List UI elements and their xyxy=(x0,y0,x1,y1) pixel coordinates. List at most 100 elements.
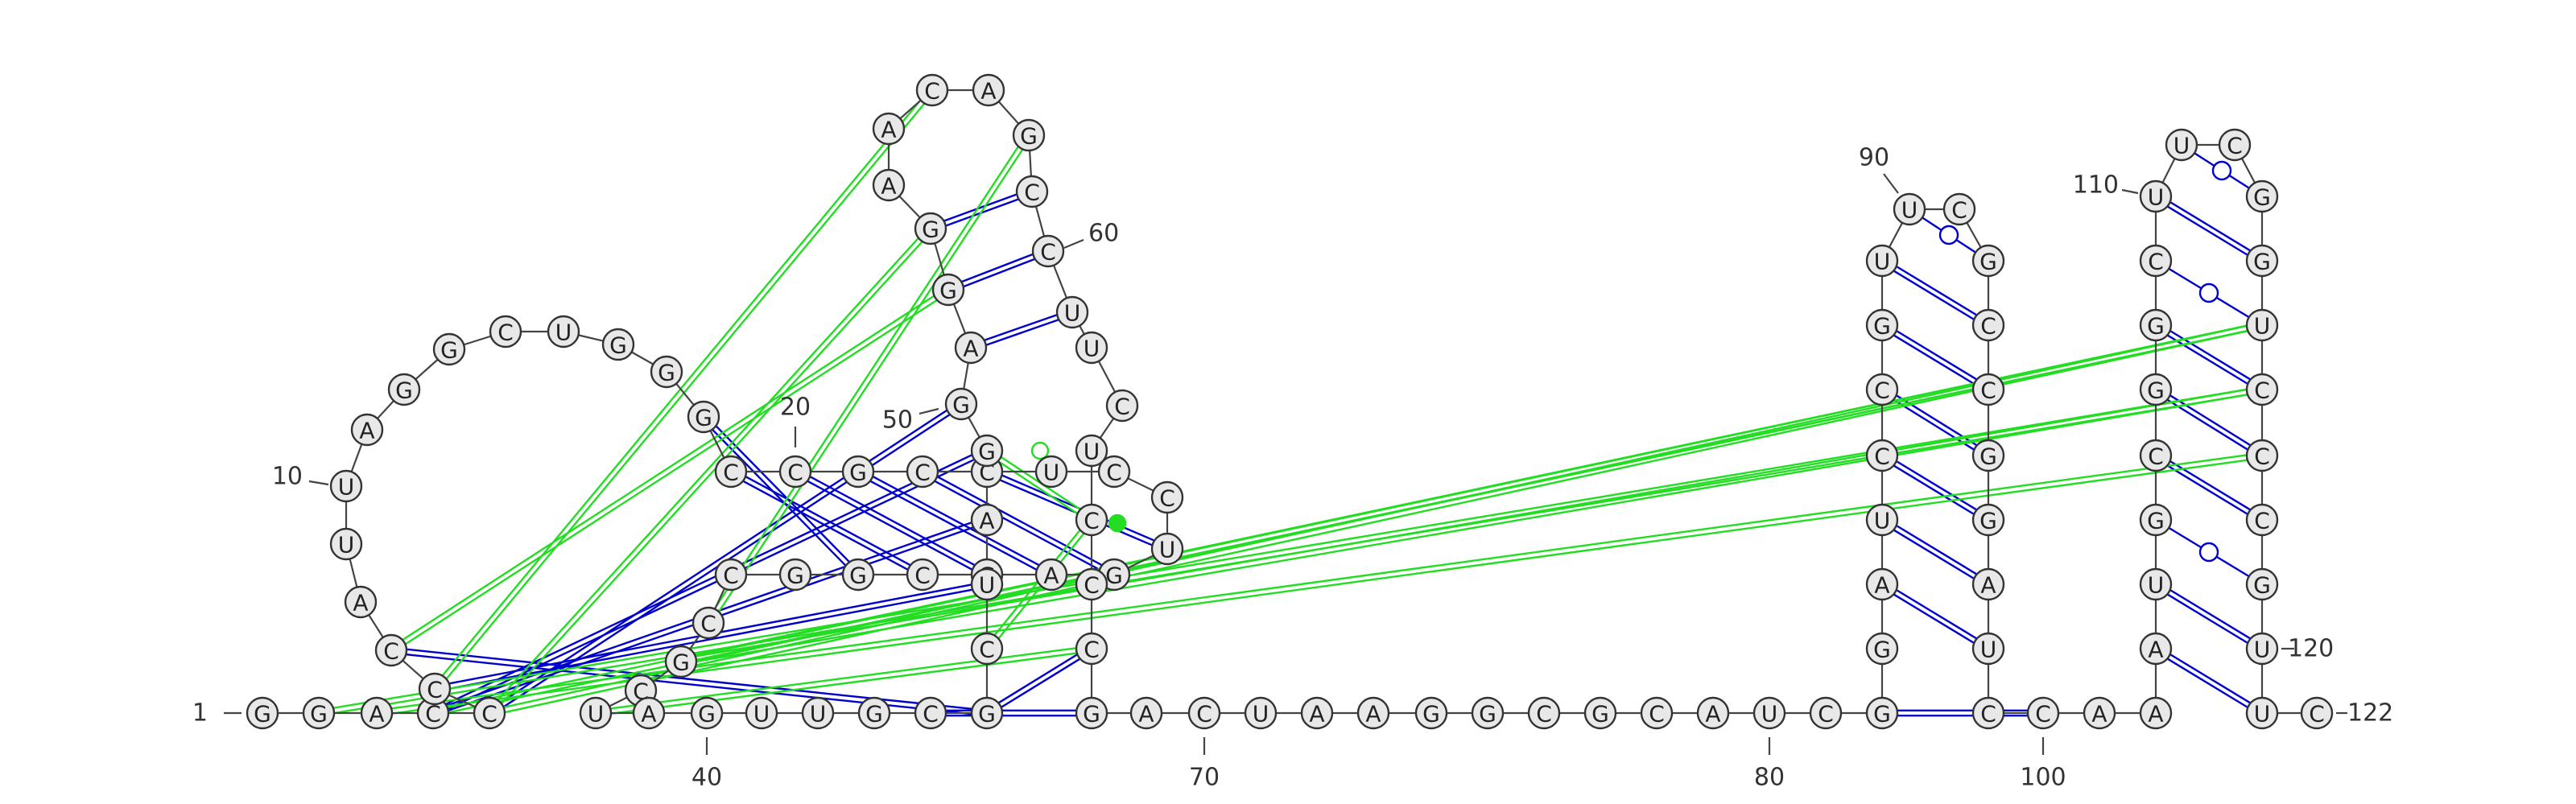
nucleotide: A xyxy=(1358,698,1389,728)
nucleotide: A xyxy=(2084,698,2115,728)
nucleotide-base-label: U xyxy=(979,572,996,599)
position-number-label: 90 xyxy=(1859,144,1898,194)
nucleotide: A xyxy=(1036,559,1067,590)
nucleotide: U xyxy=(746,698,777,728)
nucleotide: C xyxy=(1076,633,1107,664)
nucleotide: C xyxy=(1076,505,1107,535)
nucleotide-base-label: G xyxy=(1979,249,1997,275)
nucleotide-base-label: U xyxy=(2148,572,2165,599)
base-pair-canonical xyxy=(962,254,1035,287)
nucleotide-base-label: U xyxy=(1901,197,1918,224)
nucleotide-base-label: U xyxy=(1043,460,1060,486)
base-pair-layer xyxy=(333,101,2250,716)
nucleotide: G xyxy=(2140,310,2171,340)
nucleotide-base-label: G xyxy=(849,563,867,589)
nucleotide: G xyxy=(434,334,464,365)
nucleotide-base-label: C xyxy=(2227,133,2243,159)
position-number-label: 70 xyxy=(1189,737,1220,792)
nucleotide: A xyxy=(1867,569,1897,600)
nucleotide: A xyxy=(361,698,392,728)
nucleotide: G xyxy=(1867,633,1897,664)
nucleotide: A xyxy=(352,414,382,445)
nucleotide: C xyxy=(907,559,938,590)
base-pair-tertiary xyxy=(391,455,2247,713)
nucleotide: C xyxy=(1973,698,2004,728)
nucleotide-base-label: G xyxy=(1083,701,1100,728)
nucleotide: C xyxy=(907,456,938,487)
nucleotide: G xyxy=(946,389,976,419)
position-number-label: 80 xyxy=(1754,737,1785,792)
nucleotide: A xyxy=(1302,698,1332,728)
nucleotide: U xyxy=(1152,534,1183,564)
position-number: 20 xyxy=(780,394,811,422)
nucleotide: C xyxy=(1641,698,1672,728)
nucleotide: G xyxy=(2247,569,2277,600)
nucleotide-base-label: C xyxy=(1874,443,1890,470)
nucleotide: A xyxy=(2140,633,2171,664)
nucleotide-base-label: U xyxy=(2148,184,2165,211)
nucleotide: G xyxy=(843,559,873,590)
position-tick xyxy=(309,481,328,484)
nucleotide-base-label: U xyxy=(555,320,572,346)
nucleotide-base-label: G xyxy=(2147,508,2165,534)
nucleotide: U xyxy=(331,529,361,559)
nucleotide-base-label: G xyxy=(939,278,957,304)
base-pair-noncanonical xyxy=(2169,528,2249,576)
nucleotide: U xyxy=(331,471,361,501)
nucleotide: G xyxy=(1076,698,1107,728)
nucleotide-base-label: U xyxy=(1253,701,1269,728)
nucleotide: U xyxy=(1036,456,1067,487)
nucleotide-base-label: A xyxy=(979,508,994,534)
nucleotide: G xyxy=(1867,310,1897,340)
nucleotide-base-label: C xyxy=(2148,249,2164,275)
nucleotide: U xyxy=(2247,310,2277,340)
position-number: 40 xyxy=(691,764,722,792)
nucleotide-base-label: G xyxy=(658,360,675,386)
nucleotide-base-label: U xyxy=(338,474,355,501)
position-number: 10 xyxy=(272,463,303,491)
position-number-label: 100 xyxy=(2020,737,2066,792)
nucleotide-base-label: C xyxy=(2254,508,2270,534)
nucleotide-base-label: G xyxy=(1020,123,1038,150)
base-pair-tertiary xyxy=(696,390,2248,662)
nucleotide: U xyxy=(548,316,579,347)
nucleotide-base-label: C xyxy=(1980,377,1996,404)
nucleotide-base-label: C xyxy=(1106,460,1122,486)
nucleotide-base-label: U xyxy=(1874,249,1891,275)
nucleotide: C xyxy=(2140,440,2171,471)
nucleotide: C xyxy=(2247,440,2277,471)
nucleotide-base-label: C xyxy=(481,701,497,728)
nucleotide: A xyxy=(972,505,1002,535)
nucleotide: G xyxy=(1585,698,1616,728)
nucleotide: C xyxy=(1944,194,1975,225)
nucleotide: G xyxy=(972,435,1002,466)
nucleotide: A xyxy=(2140,698,2171,728)
nucleotide-base-label: A xyxy=(881,173,896,200)
nucleotide-base-label: G xyxy=(952,392,970,418)
nucleotide-base-label: G xyxy=(865,701,883,728)
nucleotide-base-label: A xyxy=(1705,701,1720,728)
nucleotide-base-label: G xyxy=(440,337,458,364)
nucleotide: G xyxy=(2247,181,2277,212)
nucleotide: G xyxy=(2140,374,2171,405)
nucleotide: U xyxy=(2140,569,2171,600)
nucleotide-base-label: U xyxy=(338,532,355,559)
nucleotide-base-label: C xyxy=(497,320,514,346)
nucleotide-base-label: G xyxy=(2253,184,2271,211)
nucleotide-base-label: G xyxy=(1979,443,1997,470)
base-pair-canonical xyxy=(2168,654,2251,707)
nucleotide: U xyxy=(1867,245,1897,276)
nucleotide: C xyxy=(376,635,407,666)
nucleotide: C xyxy=(474,698,505,728)
nucleotide: U xyxy=(2247,633,2277,664)
nucleotide: C xyxy=(915,698,946,728)
base-pair-canonical xyxy=(2167,395,2250,449)
position-number: 110 xyxy=(2073,171,2119,200)
position-tick xyxy=(1884,174,1898,193)
nucleotide: A xyxy=(1698,698,1728,728)
nucleotide: U xyxy=(972,569,1002,600)
nucleotide: C xyxy=(2028,698,2058,728)
nucleotide-base-label: C xyxy=(923,701,939,728)
nucleotide-base-label: C xyxy=(1114,394,1130,420)
